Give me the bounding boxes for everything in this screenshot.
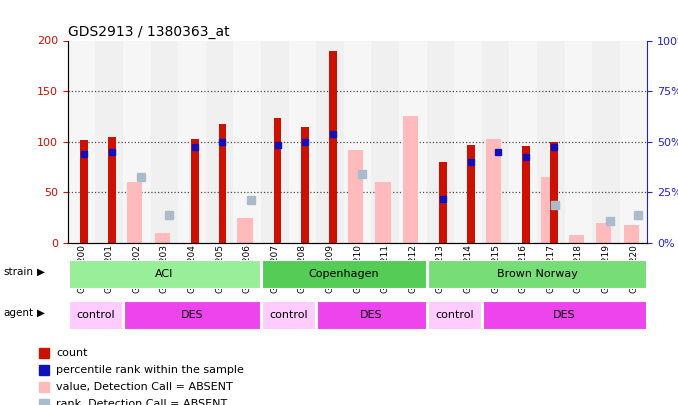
Text: DES: DES — [553, 310, 576, 320]
Bar — [262, 260, 426, 288]
Bar — [178, 40, 206, 243]
Bar — [237, 218, 253, 243]
Bar — [399, 40, 426, 243]
Bar — [124, 301, 260, 329]
Text: control: control — [435, 310, 473, 320]
Text: count: count — [56, 348, 88, 358]
Bar — [593, 40, 620, 243]
Bar — [127, 182, 142, 243]
Text: percentile rank within the sample: percentile rank within the sample — [56, 365, 244, 375]
Bar — [123, 40, 151, 243]
Bar — [191, 139, 199, 243]
Text: Brown Norway: Brown Norway — [497, 269, 578, 279]
Bar — [550, 142, 557, 243]
Bar — [372, 40, 399, 243]
Bar — [81, 140, 88, 243]
Bar — [348, 150, 363, 243]
Bar — [316, 40, 344, 243]
Bar — [537, 40, 565, 243]
Bar — [624, 225, 639, 243]
Bar — [569, 235, 584, 243]
Bar — [620, 40, 647, 243]
Text: value, Detection Call = ABSENT: value, Detection Call = ABSENT — [56, 382, 233, 392]
Bar — [261, 40, 289, 243]
Bar — [233, 40, 261, 243]
Bar — [274, 119, 281, 243]
Bar — [426, 40, 454, 243]
Text: Copenhagen: Copenhagen — [308, 269, 379, 279]
Text: DES: DES — [360, 310, 383, 320]
Bar — [151, 40, 178, 243]
Bar — [376, 182, 391, 243]
Bar — [96, 40, 123, 243]
Bar — [428, 301, 481, 329]
Text: ▶: ▶ — [37, 267, 45, 277]
Bar — [329, 51, 337, 243]
Bar — [289, 40, 316, 243]
Text: DES: DES — [181, 310, 203, 320]
Bar — [301, 126, 309, 243]
Bar — [155, 233, 170, 243]
Text: ACI: ACI — [155, 269, 174, 279]
Bar — [344, 40, 372, 243]
Text: control: control — [269, 310, 308, 320]
Bar — [509, 40, 537, 243]
Bar — [486, 139, 501, 243]
Bar — [483, 301, 646, 329]
Bar — [428, 260, 646, 288]
Bar — [467, 145, 475, 243]
Bar — [403, 117, 418, 243]
Bar — [108, 137, 116, 243]
Bar — [262, 301, 315, 329]
Bar — [218, 124, 226, 243]
Bar — [69, 260, 260, 288]
Bar — [439, 162, 447, 243]
Bar — [68, 40, 96, 243]
Bar — [482, 40, 509, 243]
Bar — [317, 301, 426, 329]
Bar — [522, 146, 530, 243]
Text: control: control — [76, 310, 115, 320]
Text: agent: agent — [3, 308, 33, 318]
Text: rank, Detection Call = ABSENT: rank, Detection Call = ABSENT — [56, 399, 228, 405]
Text: GDS2913 / 1380363_at: GDS2913 / 1380363_at — [68, 26, 229, 39]
Text: strain: strain — [3, 267, 33, 277]
Bar — [69, 301, 122, 329]
Bar — [596, 223, 612, 243]
Bar — [565, 40, 593, 243]
Bar — [206, 40, 233, 243]
Bar — [541, 177, 556, 243]
Text: ▶: ▶ — [37, 308, 45, 318]
Bar — [454, 40, 482, 243]
